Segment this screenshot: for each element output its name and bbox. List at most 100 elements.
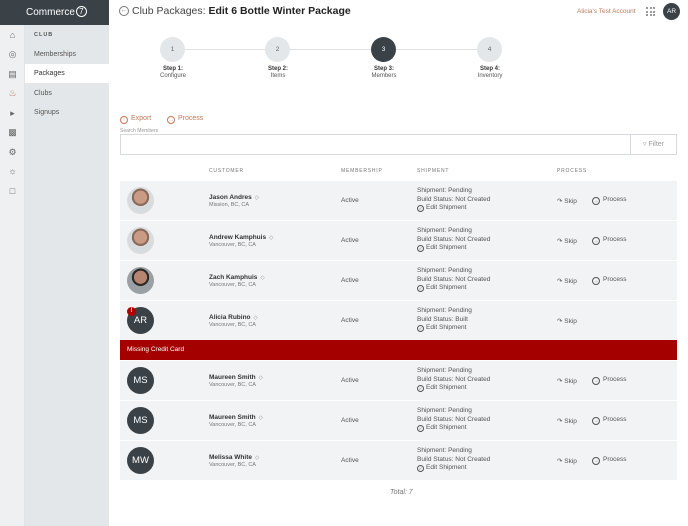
customer-name[interactable]: Andrew Kamphuis ◇ (209, 234, 274, 241)
club-member-icon: ◇ (254, 195, 259, 201)
skip-button[interactable]: ↷ Skip (557, 198, 577, 205)
settings-icon[interactable]: ⚙ (8, 147, 17, 157)
user-avatar[interactable]: AR (663, 3, 680, 20)
subnav-item-memberships[interactable]: Memberships (34, 51, 77, 58)
skip-icon: ↷ (557, 318, 563, 325)
process-button[interactable]: → Process (592, 416, 627, 425)
store-icon[interactable]: ▤ (8, 69, 17, 79)
gear-icon[interactable]: ☼ (8, 166, 17, 176)
process-button[interactable]: → Process (592, 456, 627, 465)
build-status: Build Status: Not Created (417, 415, 491, 423)
process-icon: → (592, 457, 600, 465)
shipment-status: Shipment: Pending (417, 267, 472, 274)
step-4-title: Step 4: (479, 66, 500, 72)
shipment-info: Shipment: Pending Build Status: Not Crea… (417, 367, 490, 393)
skip-button[interactable]: ↷ Skip (557, 378, 577, 385)
table-row[interactable]: MS Maureen Smith ◇ Vancouver, BC, CA Acti… (120, 361, 677, 400)
customer-name[interactable]: Alicia Rubino ◇ (209, 314, 258, 321)
build-status: Build Status: Not Created (417, 195, 491, 203)
membership-status: Active (341, 277, 359, 284)
filter-button[interactable]: ▿ Filter (630, 134, 677, 155)
edit-shipment-link[interactable]: ✓ Edit Shipment (417, 204, 467, 212)
table-row[interactable]: AR ! Alicia Rubino ◇ Vancouver, BC, CA Ac… (120, 301, 677, 340)
apps-grid-icon[interactable] (646, 7, 655, 16)
build-status: Build Status: Not Created (417, 455, 491, 463)
skip-button[interactable]: ↷ Skip (557, 278, 577, 285)
table-row[interactable]: MS Maureen Smith ◇ Vancouver, BC, CA Acti… (120, 401, 677, 440)
edit-shipment-link[interactable]: ✓ Edit Shipment (417, 424, 467, 432)
skip-button[interactable]: ↷ Skip (557, 318, 577, 325)
table-row[interactable]: Andrew Kamphuis ◇ Vancouver, BC, CA Activ… (120, 221, 677, 260)
shipment-info: Shipment: Pending Build Status: Not Crea… (417, 187, 490, 213)
customer-avatar: MS (127, 407, 154, 434)
search-members-input[interactable] (120, 134, 631, 155)
skip-button[interactable]: ↷ Skip (557, 458, 577, 465)
column-header-customer[interactable]: Customer (209, 168, 244, 174)
edit-shipment-link[interactable]: ✓ Edit Shipment (417, 324, 467, 332)
step-2-circle[interactable]: 2 (265, 37, 290, 62)
customer-location: Vancouver, BC, CA (209, 422, 256, 428)
customer-name[interactable]: Zach Kamphuis ◇ (209, 274, 265, 281)
icon-rail: ⌂ ◎ ▤ ♨ ▸ ▩ ⚙ ☼ □ (0, 25, 25, 526)
process-button[interactable]: → Process (592, 276, 627, 285)
shipment-info: Shipment: Pending Build Status: Not Crea… (417, 267, 490, 293)
shipment-status: Shipment: Pending (417, 227, 472, 234)
membership-status: Active (341, 417, 359, 424)
subnav-item-packages[interactable]: Packages (25, 64, 109, 83)
file-icon[interactable]: □ (9, 186, 16, 196)
club-member-icon: ◇ (258, 375, 263, 381)
customer-photo (127, 187, 154, 214)
edit-shipment-link[interactable]: ✓ Edit Shipment (417, 384, 467, 392)
customer-name[interactable]: Maureen Smith ◇ (209, 374, 263, 381)
megaphone-icon[interactable]: ▸ (10, 108, 15, 118)
skip-icon: ↷ (557, 238, 563, 245)
export-button[interactable]: ↑ Export (120, 115, 151, 124)
process-icon: → (592, 237, 600, 245)
process-all-button[interactable]: → Process (167, 115, 203, 124)
step-4-circle[interactable]: 4 (477, 37, 502, 62)
table-row[interactable]: Jason Andres ◇ Mission, BC, CA Active Shi… (120, 181, 677, 220)
edit-shipment-link[interactable]: ✓ Edit Shipment (417, 244, 467, 252)
step-1-title: Step 1: (162, 66, 183, 72)
step-1-circle[interactable]: 1 (160, 37, 185, 62)
process-button[interactable]: → Process (592, 376, 627, 385)
customer-location: Vancouver, BC, CA (209, 462, 256, 468)
membership-status: Active (341, 237, 359, 244)
shipment-status: Shipment: Pending (417, 447, 472, 454)
filter-label: Filter (648, 141, 665, 148)
chart-icon[interactable]: ▩ (8, 127, 17, 137)
build-status: Build Status: Not Created (417, 375, 491, 383)
membership-status: Active (341, 377, 359, 384)
subnav-item-clubs[interactable]: Clubs (34, 90, 52, 97)
skip-button[interactable]: ↷ Skip (557, 238, 577, 245)
home-icon[interactable]: ⌂ (9, 30, 16, 40)
customer-location: Mission, BC, CA (209, 202, 250, 208)
customer-location: Vancouver, BC, CA (209, 322, 256, 328)
skip-button[interactable]: ↷ Skip (557, 418, 577, 425)
column-header-shipment[interactable]: Shipment (417, 168, 450, 174)
back-arrow-icon[interactable]: ← (119, 6, 129, 16)
table-row[interactable]: Zach Kamphuis ◇ Vancouver, BC, CA Active … (120, 261, 677, 300)
shipment-info: Shipment: Pending Build Status: Not Crea… (417, 227, 490, 253)
customer-name[interactable]: Jason Andres ◇ (209, 194, 259, 201)
subnav-item-signups[interactable]: Signups (34, 109, 60, 116)
column-header-process[interactable]: Process (557, 168, 588, 174)
edit-shipment-link[interactable]: ✓ Edit Shipment (417, 284, 467, 292)
customer-name[interactable]: Melissa White ◇ (209, 454, 260, 461)
process-button[interactable]: → Process (592, 196, 627, 205)
customer-photo (127, 227, 154, 254)
brand-logo[interactable]: Commerce 7 (0, 0, 109, 25)
account-name[interactable]: Alicia's Test Account (577, 8, 636, 15)
customer-name[interactable]: Maureen Smith ◇ (209, 414, 263, 421)
column-header-membership[interactable]: Membership (341, 168, 383, 174)
step-4-label: Step 4: Inventory (460, 66, 520, 80)
filter-icon: ▿ (642, 141, 647, 148)
process-icon: → (167, 116, 175, 124)
sub-navigation: CLUB Memberships Packages Clubs Signups (25, 25, 109, 526)
club-icon[interactable]: ♨ (8, 88, 17, 98)
table-row[interactable]: MW Melissa White ◇ Vancouver, BC, CA Acti… (120, 441, 677, 480)
process-button[interactable]: → Process (592, 236, 627, 245)
step-3-circle[interactable]: 3 (371, 37, 396, 62)
edit-shipment-link[interactable]: ✓ Edit Shipment (417, 464, 467, 472)
globe-icon[interactable]: ◎ (8, 49, 17, 59)
